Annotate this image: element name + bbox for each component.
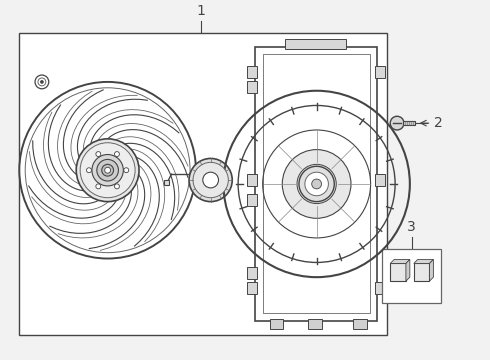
Bar xyxy=(382,249,441,303)
Bar xyxy=(255,46,377,321)
Circle shape xyxy=(282,150,351,218)
Circle shape xyxy=(102,164,114,176)
Bar xyxy=(164,180,170,185)
Circle shape xyxy=(96,184,101,189)
Circle shape xyxy=(97,159,119,181)
Bar xyxy=(414,264,429,281)
Bar xyxy=(247,66,257,78)
Circle shape xyxy=(124,168,129,173)
Circle shape xyxy=(115,184,120,189)
Bar xyxy=(247,282,257,294)
Bar xyxy=(270,319,283,329)
Bar xyxy=(375,174,385,186)
Circle shape xyxy=(105,167,111,173)
Circle shape xyxy=(92,154,123,186)
Circle shape xyxy=(87,168,92,173)
Bar xyxy=(403,121,415,125)
Polygon shape xyxy=(429,260,433,281)
Circle shape xyxy=(312,179,321,189)
Bar xyxy=(247,81,257,93)
Polygon shape xyxy=(414,260,433,264)
Bar xyxy=(247,194,257,206)
Bar xyxy=(285,39,346,49)
Circle shape xyxy=(80,143,135,198)
Circle shape xyxy=(193,162,228,198)
Circle shape xyxy=(203,172,219,188)
Bar xyxy=(247,267,257,279)
Bar xyxy=(375,282,385,294)
Text: 1: 1 xyxy=(196,4,205,18)
Bar xyxy=(308,319,321,329)
Circle shape xyxy=(96,152,101,157)
Circle shape xyxy=(19,82,196,258)
Bar xyxy=(390,264,406,281)
Polygon shape xyxy=(406,260,410,281)
Circle shape xyxy=(297,164,336,204)
Bar xyxy=(375,66,385,78)
Circle shape xyxy=(115,152,120,157)
Bar xyxy=(19,33,387,335)
Text: 2: 2 xyxy=(434,116,443,130)
Circle shape xyxy=(189,158,232,202)
Bar xyxy=(247,174,257,186)
Text: 3: 3 xyxy=(407,220,416,234)
Polygon shape xyxy=(390,260,410,264)
Circle shape xyxy=(299,166,334,202)
Circle shape xyxy=(305,172,328,196)
Bar xyxy=(353,319,367,329)
Circle shape xyxy=(390,116,404,130)
Circle shape xyxy=(40,80,43,84)
Bar xyxy=(263,54,369,314)
Circle shape xyxy=(76,139,139,202)
Circle shape xyxy=(35,75,49,89)
